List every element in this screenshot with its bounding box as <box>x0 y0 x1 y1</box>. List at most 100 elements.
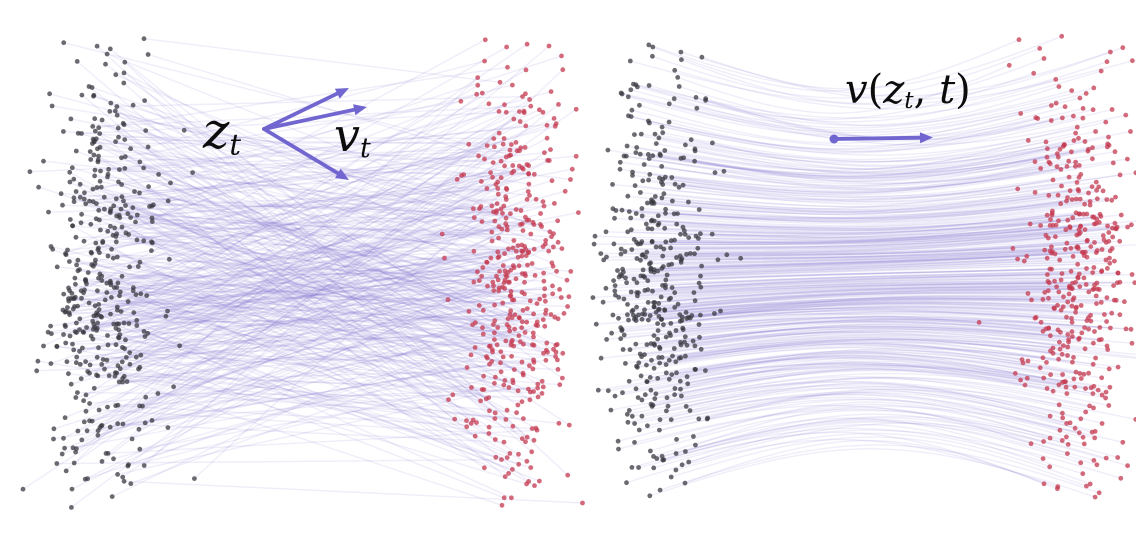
right-panel-target-dot <box>1115 364 1121 370</box>
left-panel-target-dot <box>458 98 464 104</box>
left-panel-source-dot <box>145 330 151 336</box>
left-panel-source-dot <box>104 280 110 286</box>
arrowhead <box>334 88 349 99</box>
right-panel-source-dot <box>651 269 657 275</box>
left-panel-target-dot <box>508 289 514 294</box>
right-panel-target-dot <box>1088 385 1094 391</box>
left-panel-source-dot <box>132 189 137 194</box>
vfield-close-paren: ) <box>955 67 971 113</box>
right-panel-source-dot <box>640 178 646 184</box>
right-panel-target-dot <box>1046 280 1052 286</box>
left-panel-source-dot <box>125 211 131 217</box>
right-panel-source-dot <box>675 75 681 80</box>
left-panel-source-dot <box>108 100 114 106</box>
right-panel-source-dot <box>669 285 675 290</box>
right-panel-source-dot <box>633 150 639 156</box>
right-panel-source-dot <box>668 245 673 251</box>
right-panel-target-dot <box>1078 416 1084 422</box>
left-panel-source-dot <box>83 277 88 282</box>
left-panel-source-dot <box>134 237 140 243</box>
right-panel-source-dot <box>652 396 658 402</box>
right-panel-target-dot <box>1065 332 1071 337</box>
left-panel-source-dot <box>123 203 128 208</box>
right-panel-source-dot <box>676 355 682 361</box>
left-panel-source-dot <box>71 347 77 353</box>
right-panel-target-dot <box>1024 253 1030 259</box>
right-panel-source-dot <box>605 388 611 394</box>
right-panel-source-dot <box>650 153 656 159</box>
left-panel-target-dot <box>492 410 498 416</box>
left-panel-target-dot <box>513 276 519 282</box>
right-panel-source-dot <box>676 184 682 190</box>
right-panel-source-dot <box>611 278 616 283</box>
right-panel-source-dot <box>625 94 631 100</box>
right-panel-target-dot <box>1078 460 1084 466</box>
right-panel-target-dot <box>1056 289 1062 295</box>
right-panel-target-dot <box>1069 149 1074 155</box>
left-panel-source-dot <box>67 179 73 185</box>
left-panel-source-dot <box>64 359 70 365</box>
right-panel-source-dot <box>666 357 672 363</box>
right-panel-target-dot <box>1041 56 1047 61</box>
left-panel-target-dot <box>507 147 513 153</box>
left-panel-source-dot <box>49 103 55 109</box>
left-panel-target-dot <box>573 106 579 112</box>
left-panel-source-dot <box>79 92 85 98</box>
right-panel-source-dot <box>668 321 674 326</box>
left-panel-target-dot <box>494 201 500 207</box>
right-panel-source-dot <box>678 231 683 237</box>
left-panel-target-dot <box>516 461 522 467</box>
right-panel-target-dot <box>1107 384 1113 390</box>
right-panel-target-dot <box>1071 138 1077 143</box>
right-panel-target-dot <box>1056 382 1062 388</box>
right-panel-source-dot <box>591 241 597 247</box>
right-panel-target-dot <box>1123 326 1129 332</box>
right-panel-source-dot <box>657 487 663 493</box>
left-panel-target-dot <box>480 265 486 270</box>
right-panel-target-dot <box>1073 159 1078 165</box>
right-panel-source-dot <box>662 148 668 153</box>
left-panel-source-dot <box>129 436 135 442</box>
right-panel-source-dot <box>687 251 693 256</box>
left-panel-source-dot <box>118 309 124 314</box>
left-panel-source-dot <box>105 333 110 338</box>
right-panel-source-dot <box>678 386 683 392</box>
right-panel-target-dot <box>1067 225 1073 231</box>
left-panel-source-dot <box>130 102 136 108</box>
right-panel-target-dot <box>1044 360 1049 365</box>
right-panel-target-dot <box>1032 190 1038 195</box>
left-panel-target-dot <box>523 214 528 220</box>
right-panel-target-dot <box>1083 409 1089 415</box>
left-panel-target-dot <box>562 188 568 194</box>
left-panel-source-dot <box>67 259 72 264</box>
right-panel-source-dot <box>659 124 665 130</box>
right-panel-source-dot <box>626 317 631 323</box>
right-panel-source-dot <box>617 166 623 172</box>
right-panel-source-dot <box>625 193 631 199</box>
right-panel-source-dot <box>672 181 678 187</box>
left-panel-source-dot <box>109 494 115 499</box>
right-panel-source-dot <box>656 301 662 306</box>
left-panel-source-dot <box>126 462 131 467</box>
right-panel-target-dot <box>1105 266 1110 271</box>
left-panel-source-dot <box>58 191 64 197</box>
left-panel-target-dot <box>509 170 515 176</box>
right-panel-source-dot <box>638 257 643 263</box>
right-panel-target-dot <box>1083 282 1089 287</box>
left-panel-source-dot <box>119 155 124 161</box>
left-panel-target-dot <box>498 206 504 212</box>
left-panel-target-dot <box>552 201 557 206</box>
right-panel-target-dot <box>1109 197 1115 203</box>
left-panel-source-dot <box>141 463 147 468</box>
left-panel-target-dot <box>511 116 517 122</box>
left-panel-target-dot <box>556 102 561 107</box>
right-panel-target-dot <box>1025 291 1031 296</box>
right-panel-source-dot <box>663 362 669 367</box>
left-panel-source-dot <box>72 275 78 281</box>
right-panel-target-dot <box>1083 91 1089 96</box>
right-panel-source-dot <box>603 229 609 235</box>
right-panel-source-dot <box>645 200 650 206</box>
left-panel-source-dot <box>165 198 171 204</box>
right-panel-source-dot <box>675 301 681 307</box>
left-panel-target-dot <box>508 308 514 314</box>
